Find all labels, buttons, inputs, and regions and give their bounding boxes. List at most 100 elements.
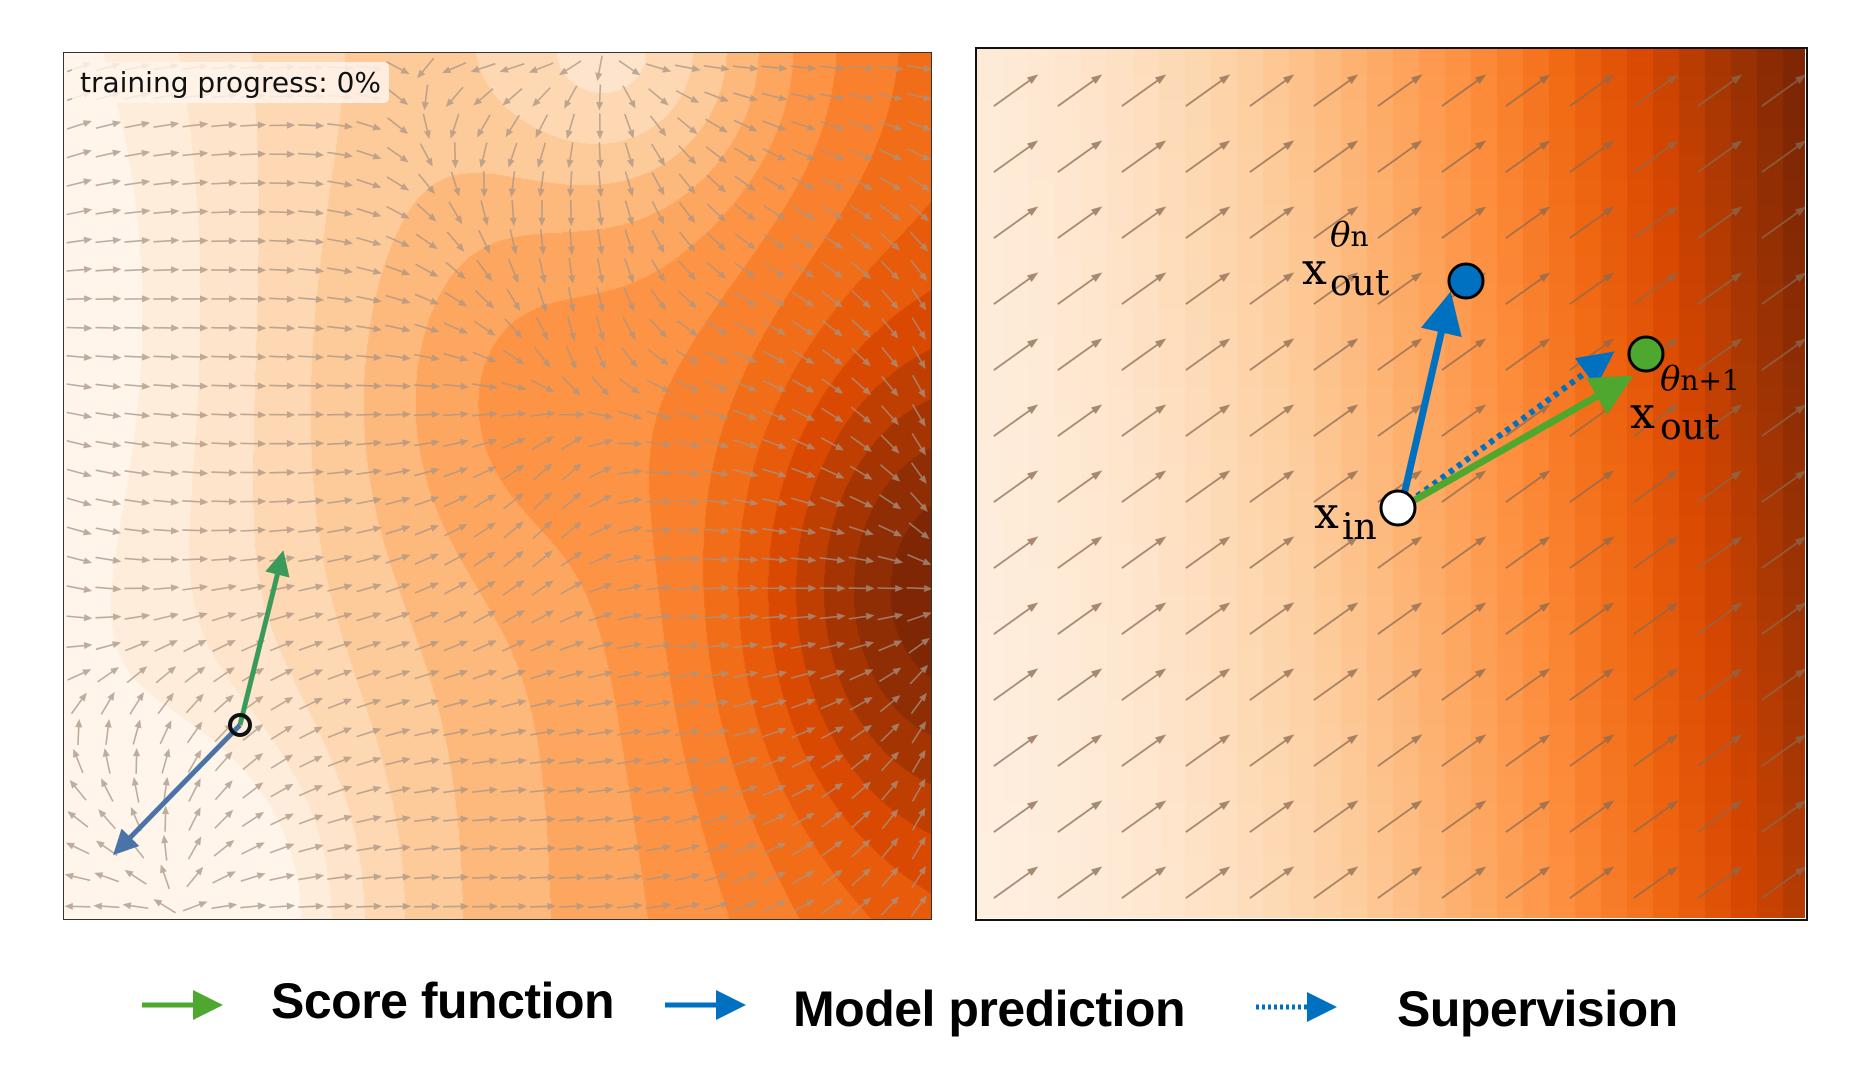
quiver-arrow (622, 316, 636, 341)
quiver-arrow (66, 585, 93, 593)
quiver-arrow (270, 725, 294, 740)
quiver-arrow (819, 584, 846, 592)
quiver-arrow (732, 556, 759, 564)
quiver-arrow (298, 439, 325, 447)
quiver-arrow (66, 614, 93, 622)
quiver-arrow (908, 175, 931, 192)
quiver-arrow (704, 350, 729, 364)
quiver-arrow (414, 669, 440, 680)
quiver-arrow (558, 728, 585, 736)
quiver-arrow (762, 148, 787, 161)
quiver-arrow (880, 723, 900, 742)
quiver-arrow (153, 469, 180, 477)
quiver-arrow (529, 844, 556, 852)
quiver-arrow (624, 258, 635, 284)
quiver-arrow (1441, 206, 1487, 239)
quiver-arrow (356, 612, 382, 622)
quiver-arrow (182, 121, 209, 129)
quiver-arrow (678, 260, 697, 281)
quiver-arrow (356, 207, 382, 218)
quiver-arrow (881, 837, 899, 859)
quiver-arrow (240, 353, 267, 361)
quiver-arrow (153, 899, 177, 914)
quiver-arrow (616, 873, 643, 881)
quiver-arrow (877, 584, 904, 592)
quiver-arrow (298, 267, 325, 275)
quiver-arrow (242, 752, 264, 771)
quiver-arrow (732, 727, 759, 738)
quiver-arrow (270, 668, 294, 682)
quiver-arrow (211, 526, 238, 534)
quiver-arrow (1441, 866, 1487, 899)
quiver-arrow (732, 613, 759, 621)
quiver-arrow (851, 319, 871, 338)
quiver-arrow (1185, 338, 1231, 371)
quiver-arrow (531, 580, 554, 596)
quiver-arrow (385, 844, 412, 852)
quiver-arrow (186, 866, 204, 888)
quiver-arrow (678, 202, 696, 224)
quiver-arrow (327, 497, 354, 505)
quiver-arrow (530, 669, 556, 680)
quiver-arrow (1249, 404, 1295, 437)
quiver-arrow (911, 345, 926, 370)
quiver-arrow (415, 233, 438, 250)
quiver-arrow (1185, 602, 1231, 635)
quiver-arrow (153, 498, 180, 506)
quiver-arrow (1057, 470, 1103, 503)
quiver-arrow (104, 718, 112, 745)
quiver-arrow (1697, 404, 1743, 437)
quiver-arrow (676, 320, 699, 337)
quiver-arrow (1313, 404, 1359, 437)
quiver-arrow (356, 669, 382, 680)
quiver-arrow (414, 467, 440, 477)
quiver-arrow (674, 469, 701, 477)
left-quiver-field (64, 55, 931, 917)
quiver-arrow (674, 670, 701, 678)
quiver-arrow (1633, 536, 1679, 569)
quiver-arrow (385, 265, 411, 276)
quiver-arrow (502, 87, 523, 106)
quiver-arrow (704, 872, 730, 882)
quiver-arrow (298, 583, 324, 592)
quiver-arrow (1697, 734, 1743, 767)
quiver-arrow (1121, 338, 1167, 371)
quiver-arrow (269, 497, 296, 505)
quiver-arrow (1249, 602, 1295, 635)
quiver-arrow (588, 438, 614, 448)
quiver-arrow (762, 350, 787, 364)
quiver-arrow (762, 379, 787, 392)
quiver-arrow (993, 470, 1039, 503)
quiver-arrow (850, 261, 872, 280)
quiver-arrow (733, 380, 758, 392)
quiver-arrow (1633, 866, 1679, 899)
quiver-arrow (356, 554, 382, 564)
quiver-arrow (993, 734, 1039, 767)
quiver-arrow (298, 554, 325, 563)
quiver-arrow (327, 612, 353, 622)
quiver-arrow (536, 142, 547, 168)
quiver-arrow (414, 699, 440, 708)
quiver-arrow (356, 727, 382, 738)
quiver-arrow (734, 233, 756, 250)
quiver-arrow (539, 229, 547, 256)
quiver-arrow (616, 699, 643, 707)
quiver-arrow (67, 811, 89, 828)
quiver-arrow (790, 641, 817, 650)
quiver-arrow (645, 757, 672, 765)
quiver-arrow (849, 176, 873, 190)
quiver-arrow (187, 836, 202, 860)
quiver-arrow (645, 670, 672, 678)
quiver-arrow (761, 468, 788, 478)
quiver-arrow (66, 497, 92, 507)
quiver-arrow (587, 411, 614, 420)
quiver-arrow (538, 200, 546, 227)
quiver-arrow (762, 813, 787, 826)
quiver-arrow (414, 757, 440, 765)
quiver-arrow (385, 612, 411, 622)
quiver-arrow (761, 64, 788, 72)
quiver-arrow (762, 176, 786, 191)
quiver-arrow (1761, 338, 1805, 371)
quiver-arrow (703, 64, 730, 72)
quiver-arrow (674, 64, 701, 73)
